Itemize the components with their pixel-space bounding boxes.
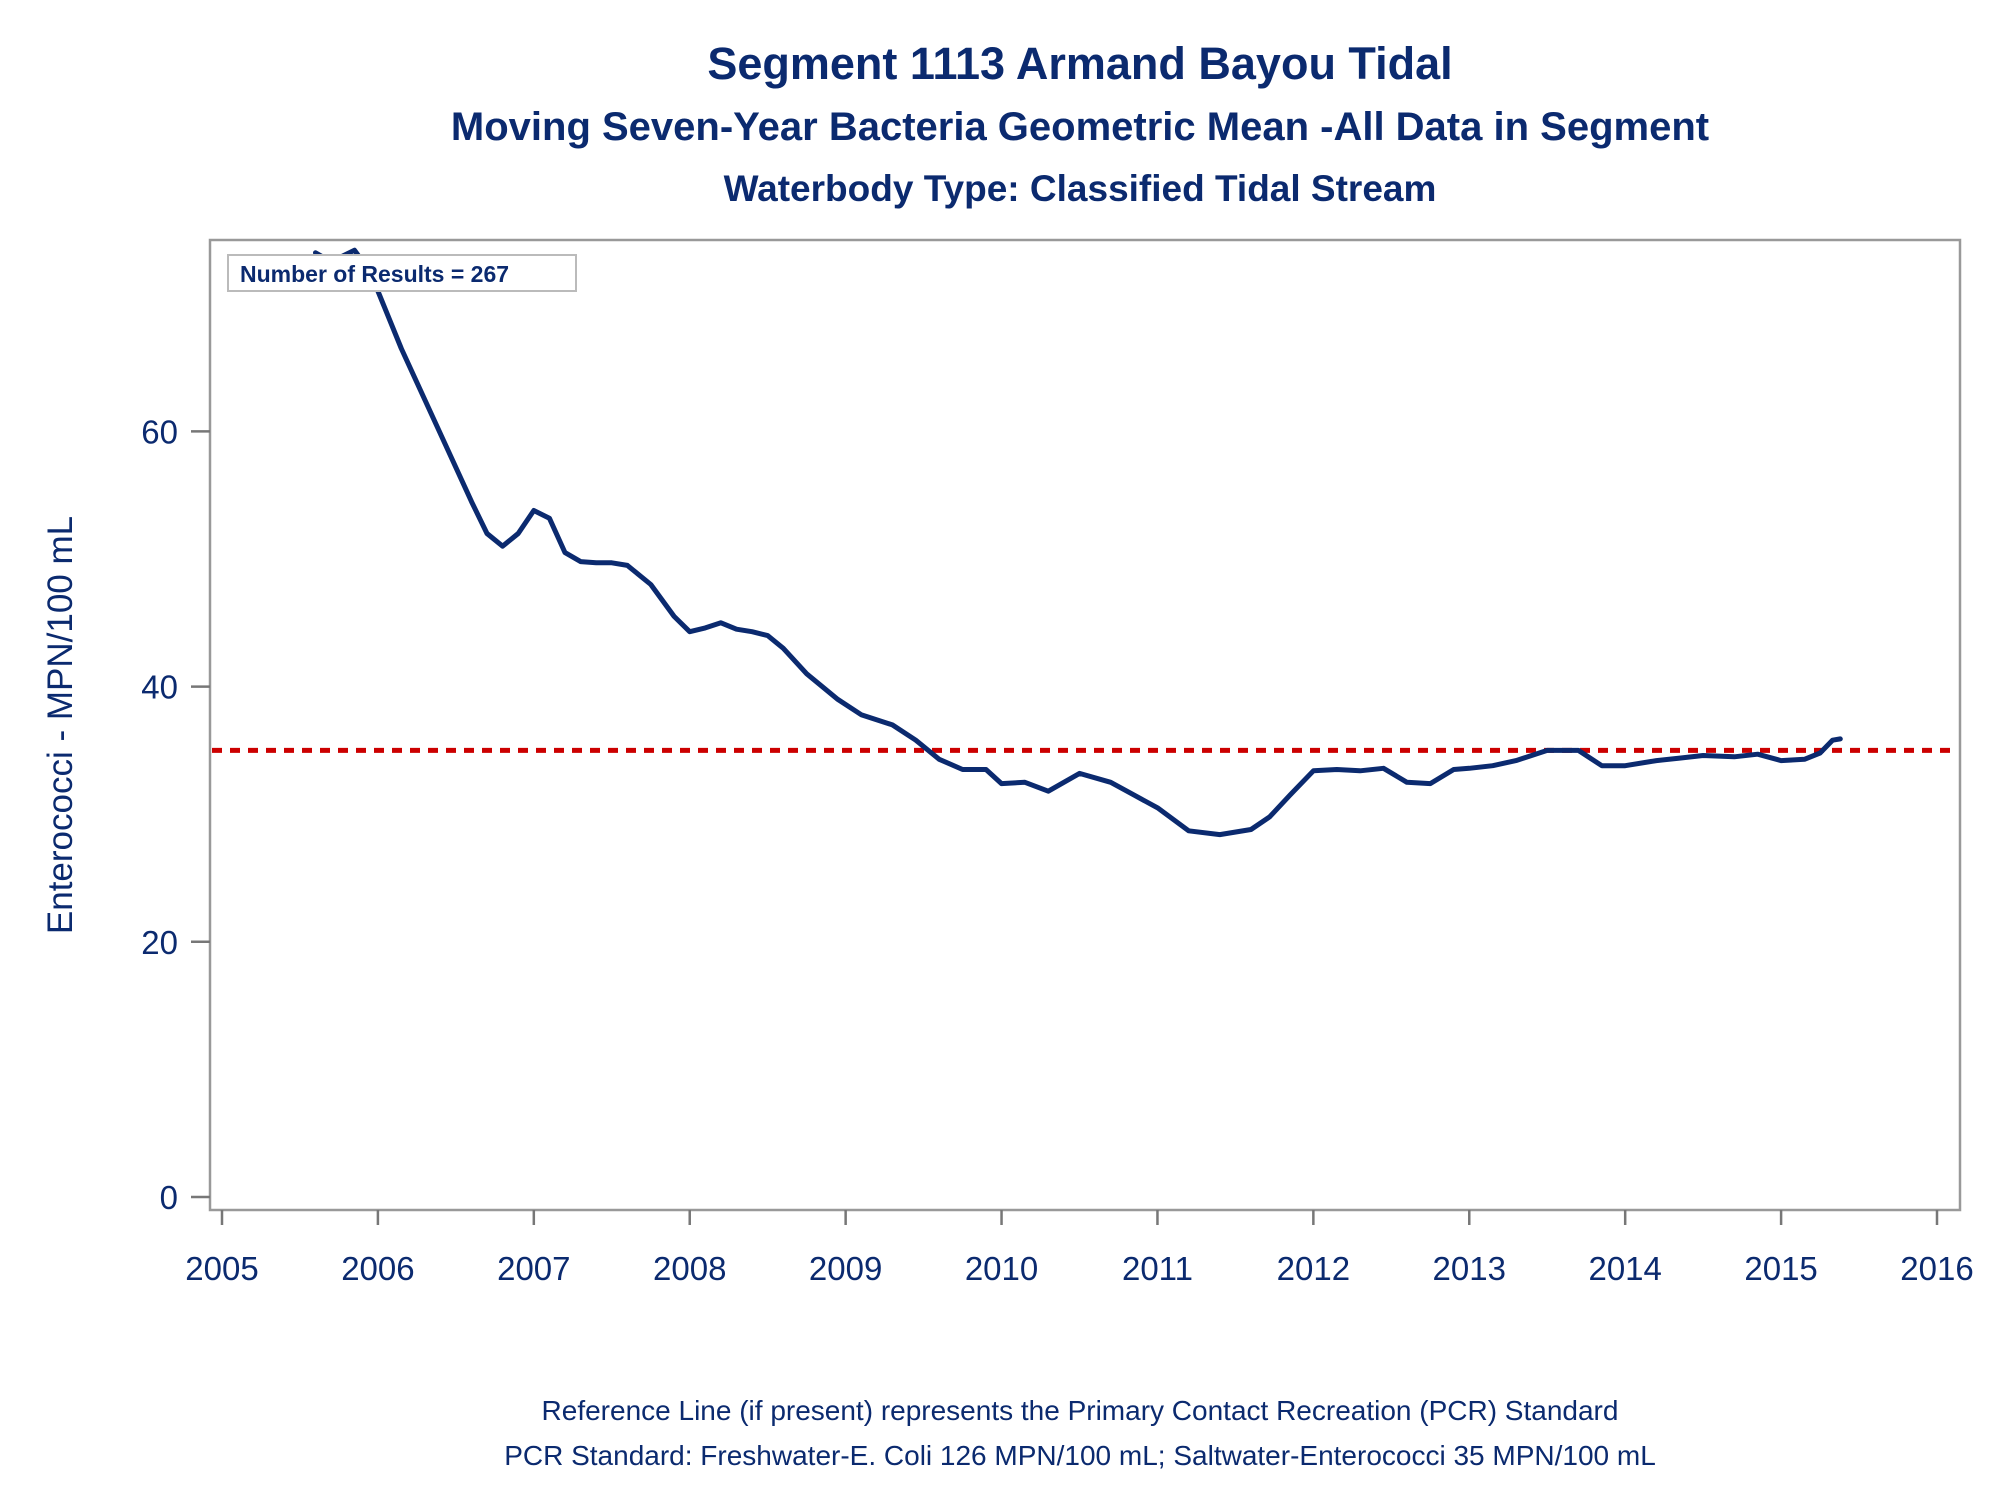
- x-tick-label: 2016: [1900, 1250, 1973, 1287]
- x-tick-label: 2009: [809, 1250, 882, 1287]
- x-tick-label: 2012: [1277, 1250, 1350, 1287]
- chart-title: Segment 1113 Armand Bayou Tidal: [707, 38, 1453, 89]
- chart-subtitle: Moving Seven-Year Bacteria Geometric Mea…: [450, 105, 1710, 149]
- x-tick-label: 2013: [1433, 1250, 1506, 1287]
- y-tick-label: 20: [141, 924, 178, 961]
- result-count-box: Number of Results = 267: [227, 254, 577, 292]
- x-tick-label: 2010: [965, 1250, 1038, 1287]
- x-tick-label: 2011: [1122, 1250, 1193, 1287]
- plot-area-frame: [208, 238, 1962, 1212]
- footnote-pcr-standard: PCR Standard: Freshwater-E. Coli 126 MPN…: [504, 1440, 1656, 1471]
- x-tick-label: 2006: [341, 1250, 414, 1287]
- x-axis: 2005 2006 2007 2008 2009 2010 2011 2012 2013 2014…: [185, 1210, 1974, 1287]
- y-axis: 0 20 40 60: [141, 413, 210, 1216]
- result-count-label: Number of Results = 267: [240, 261, 509, 287]
- x-tick-label: 2005: [185, 1250, 258, 1287]
- y-tick-label: 40: [141, 669, 178, 706]
- geometric-mean-series-line: [313, 247, 1843, 838]
- x-tick-label: 2015: [1744, 1250, 1817, 1287]
- y-axis-title: Enterococci - MPN/100 mL: [41, 516, 80, 934]
- y-tick-label: 60: [141, 413, 178, 450]
- chart-subtitle-waterbody: Waterbody Type: Classified Tidal Stream: [723, 168, 1437, 209]
- footnote-reference-line: Reference Line (if present) represents t…: [541, 1395, 1619, 1426]
- y-tick-label: 0: [160, 1179, 178, 1216]
- result-count-box-border: [227, 254, 577, 292]
- x-tick-label: 2007: [497, 1250, 570, 1287]
- x-tick-label: 2014: [1588, 1250, 1661, 1287]
- x-tick-label: 2008: [653, 1250, 726, 1287]
